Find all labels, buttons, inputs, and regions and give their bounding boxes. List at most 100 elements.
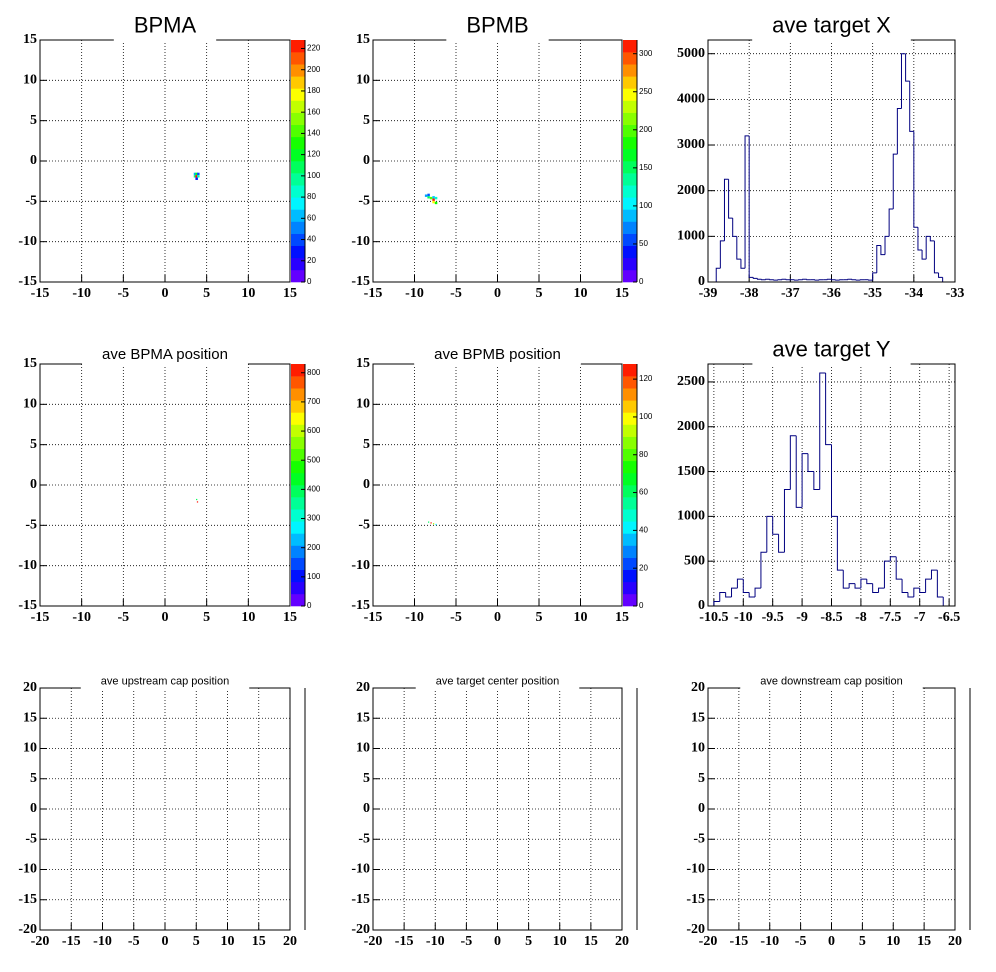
y-tick-label: 10	[356, 73, 370, 88]
y-tick-label: 2000	[677, 419, 705, 434]
histogram-bin	[742, 579, 750, 594]
x-tick-label: -39	[699, 286, 718, 301]
panel: -10.5 -10 -9.5 -9 -8.5 -8 -7.5 -7 -6.5 0 500 1000 15…	[677, 335, 960, 625]
palette-band	[623, 64, 637, 77]
z-tick-label: 250	[639, 87, 653, 96]
y-tick-label: -15	[18, 274, 37, 289]
y-tick-label: 20	[23, 680, 37, 695]
histogram-bin	[836, 516, 844, 571]
palette-band	[291, 569, 305, 583]
y-tick-label: 0	[698, 598, 705, 613]
y-tick-label: 2000	[677, 183, 705, 198]
y-tick-label: -5	[693, 831, 705, 846]
x-tick-label: -5	[450, 610, 462, 625]
title-box	[446, 11, 549, 42]
palette-band	[291, 436, 305, 449]
histogram-bin	[925, 235, 931, 260]
y-tick-label: 1000	[677, 229, 705, 244]
histogram-bin	[884, 235, 890, 255]
heatmap-cell	[434, 201, 438, 205]
y-tick-label: -20	[686, 922, 705, 937]
palette-band	[291, 485, 305, 498]
histogram-bin	[756, 278, 762, 280]
y-tick-label: 10	[23, 73, 37, 88]
x-tick-label: -10	[93, 934, 112, 949]
histogram-bin	[778, 534, 785, 553]
y-tick-label: 2500	[677, 374, 705, 389]
y-tick-label: -15	[18, 598, 37, 613]
panel: -15 -10 -5 0 5 10 15 -15 -10 -5 0 5 10 15 0 20 40 60 80 100…	[351, 344, 653, 625]
palette-band	[623, 364, 637, 377]
palette-band	[291, 557, 305, 570]
histogram-bin	[736, 236, 741, 260]
y-tick-label: 5	[30, 113, 37, 128]
histogram-bin	[909, 81, 914, 132]
palette-band	[623, 424, 637, 437]
y-tick-label: 15	[356, 710, 370, 725]
palette-band	[291, 593, 305, 607]
z-tick-label: 120	[307, 150, 321, 159]
palette-band	[623, 100, 637, 113]
histogram-bin	[900, 53, 906, 109]
x-tick-label: -20	[31, 934, 50, 949]
y-tick-label: 15	[23, 356, 37, 371]
heatmap-cell	[195, 177, 198, 180]
z-tick-label: 300	[307, 514, 321, 523]
histogram-bin	[892, 153, 898, 209]
z-tick-label: 500	[307, 455, 321, 464]
palette-band	[623, 521, 637, 534]
histogram-bin	[789, 435, 797, 490]
z-tick-label: 800	[307, 368, 321, 377]
x-tick-label: -10	[426, 934, 445, 949]
x-tick-label: 15	[615, 286, 629, 301]
y-tick-label: 15	[356, 356, 370, 371]
heatmap-cell	[430, 522, 432, 524]
heatmap-cell	[193, 175, 197, 178]
x-tick-label: 15	[252, 934, 266, 949]
x-tick-label: 0	[162, 286, 169, 301]
y-tick-label: 500	[684, 553, 705, 568]
panel-title: BPMA	[134, 13, 197, 38]
x-tick-label: 15	[584, 934, 598, 949]
x-tick-label: -8.5	[820, 610, 842, 625]
histogram-bin	[819, 372, 826, 490]
histogram-bin	[929, 236, 935, 242]
y-tick-label: -10	[18, 558, 37, 573]
palette-band	[291, 269, 305, 283]
x-tick-label: 0	[162, 610, 169, 625]
histogram-bin	[807, 453, 814, 473]
x-tick-label: -10	[72, 610, 91, 625]
histogram-bin	[880, 245, 886, 256]
palette-band	[623, 40, 637, 53]
palette-band	[623, 581, 637, 595]
y-tick-label: 0	[698, 801, 705, 816]
heatmap-cell	[196, 501, 199, 503]
histogram-bin	[748, 592, 756, 598]
x-tick-label: -35	[863, 286, 882, 301]
title-box	[113, 11, 217, 42]
histogram-bin	[715, 267, 721, 282]
y-tick-label: 10	[23, 741, 37, 756]
heatmap-cell	[195, 172, 198, 176]
x-tick-label: -37	[781, 286, 800, 301]
title-box	[752, 335, 911, 366]
x-tick-label: 10	[574, 286, 588, 301]
y-tick-label: 15	[23, 710, 37, 725]
y-tick-label: -5	[25, 194, 37, 209]
y-tick-label: -5	[25, 831, 37, 846]
histogram-bin	[728, 179, 733, 219]
palette-band	[291, 448, 305, 462]
x-tick-label: 10	[241, 286, 255, 301]
palette-band	[623, 472, 637, 486]
y-tick-label: 20	[356, 680, 370, 695]
histogram-bin	[748, 135, 754, 278]
z-tick-label: 400	[307, 484, 321, 493]
x-tick-label: 15	[615, 610, 629, 625]
histogram-bin	[896, 107, 902, 155]
histogram-bin	[723, 178, 729, 241]
y-tick-label: -5	[358, 831, 370, 846]
z-tick-label: 150	[639, 163, 653, 172]
z-tick-label: 60	[307, 213, 316, 222]
x-tick-label: 10	[553, 934, 567, 949]
